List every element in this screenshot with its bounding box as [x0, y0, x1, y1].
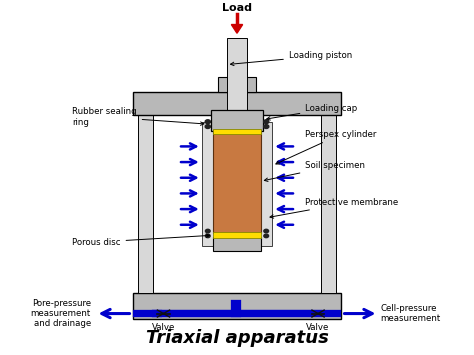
Text: Valve: Valve — [152, 323, 175, 332]
Text: Load: Load — [222, 3, 252, 13]
Bar — [259, 122, 273, 246]
Bar — [152, 310, 322, 317]
Text: Cell-pressure
measurement: Cell-pressure measurement — [381, 304, 441, 323]
Circle shape — [205, 234, 210, 237]
Text: Valve: Valve — [306, 323, 330, 332]
Circle shape — [264, 125, 269, 129]
Text: Triaxial apparatus: Triaxial apparatus — [146, 329, 328, 347]
Bar — [213, 233, 261, 238]
Bar — [231, 300, 241, 317]
Circle shape — [205, 125, 210, 129]
Bar — [227, 38, 247, 111]
Circle shape — [264, 120, 269, 124]
Circle shape — [205, 120, 210, 124]
Text: Protective membrane: Protective membrane — [270, 198, 399, 218]
Bar — [321, 108, 336, 293]
Bar — [201, 122, 215, 246]
Bar — [322, 310, 341, 317]
Bar — [211, 110, 263, 131]
Circle shape — [264, 234, 269, 237]
Bar — [133, 92, 341, 115]
Bar — [133, 310, 162, 317]
Polygon shape — [231, 24, 243, 33]
Bar — [213, 129, 261, 133]
Text: Perspex cylinder: Perspex cylinder — [276, 130, 377, 164]
Bar — [133, 293, 341, 319]
Circle shape — [205, 229, 210, 233]
Text: Loading cap: Loading cap — [267, 104, 357, 120]
Text: Soil specimen: Soil specimen — [264, 161, 365, 181]
Bar — [138, 108, 153, 293]
Text: Porous disc: Porous disc — [72, 234, 210, 247]
Text: Pore-pressure
measurement
and drainage: Pore-pressure measurement and drainage — [31, 299, 91, 328]
Bar — [213, 237, 261, 251]
Text: Loading piston: Loading piston — [230, 51, 352, 66]
Text: Rubber sealing
ring: Rubber sealing ring — [72, 107, 204, 126]
Bar — [213, 132, 261, 234]
Bar — [218, 77, 256, 92]
Circle shape — [264, 229, 269, 233]
